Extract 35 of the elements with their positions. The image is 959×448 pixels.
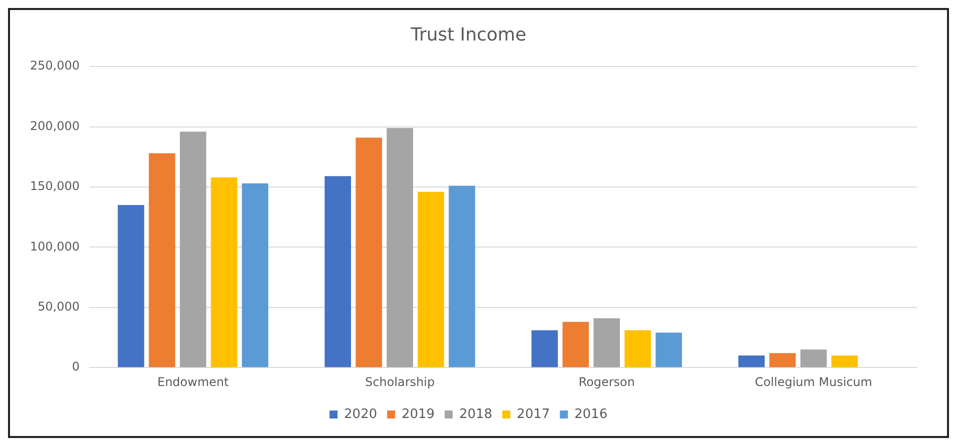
x-tick-label: Scholarship	[365, 374, 435, 389]
legend-label: 2016	[574, 406, 608, 422]
bar	[210, 177, 238, 368]
legend-label: 2020	[344, 406, 378, 422]
legend-label: 2018	[459, 406, 492, 422]
y-tick-label: 50,000	[38, 300, 80, 314]
bar	[356, 138, 382, 368]
bar	[831, 356, 858, 368]
bar	[180, 132, 206, 368]
bar	[624, 330, 651, 368]
bar	[562, 322, 589, 368]
bar	[118, 205, 144, 368]
bar	[448, 186, 476, 368]
bar	[242, 183, 268, 368]
x-tick-label: Rogerson	[578, 374, 635, 389]
y-tick-label: 0	[72, 360, 80, 374]
bar	[594, 318, 620, 368]
x-tick-label: Collegium Musicum	[754, 374, 872, 389]
bar	[531, 330, 558, 368]
legend-label: 2019	[402, 406, 435, 422]
legend-label: 2017	[516, 406, 550, 422]
bar	[656, 332, 682, 368]
bar	[148, 153, 176, 368]
bar	[386, 128, 414, 368]
bar	[800, 350, 827, 368]
bar	[769, 353, 796, 368]
y-tick-label: 200,000	[30, 118, 80, 133]
y-tick-label: 250,000	[30, 58, 80, 73]
x-tick-label: Endowment	[157, 374, 230, 389]
chart-title: Trust Income	[410, 24, 526, 46]
bar	[738, 356, 765, 368]
bar	[324, 176, 352, 368]
y-tick-label: 100,000	[30, 239, 80, 254]
y-tick-label: 150,000	[30, 179, 80, 194]
bar	[418, 192, 444, 368]
